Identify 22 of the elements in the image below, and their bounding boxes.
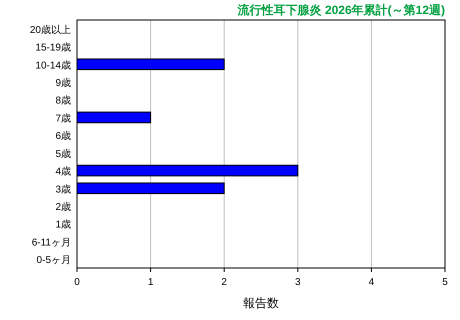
- y-tick-label: 1歳: [55, 218, 71, 231]
- x-tick-label: 2: [221, 277, 228, 288]
- y-tick-label: 5歳: [55, 148, 71, 160]
- chart-title: 流行性耳下腺炎 2026年累計(～第12週): [236, 3, 445, 17]
- y-tick-label: 7歳: [55, 112, 71, 124]
- y-tick-label: 2歳: [55, 201, 71, 213]
- x-tick-label: 1: [148, 277, 154, 288]
- x-tick-label: 0: [74, 277, 80, 288]
- y-tick-label: 20歳以上: [30, 24, 71, 36]
- x-tick-label: 4: [368, 277, 375, 288]
- y-tick-label: 9歳: [55, 77, 71, 89]
- x-tick-label: 3: [295, 277, 302, 288]
- x-axis-title: 報告数: [243, 296, 279, 310]
- y-tick-label: 8歳: [55, 94, 71, 107]
- x-tick-label: 5: [442, 277, 448, 288]
- y-tick-label: 4歳: [55, 166, 71, 178]
- y-tick-label: 15-19歳: [35, 42, 71, 54]
- y-tick-label: 10-14歳: [35, 59, 71, 72]
- y-tick-label: 6歳: [55, 130, 71, 142]
- y-tick-label: 0-5ヶ月: [36, 255, 71, 266]
- y-tick-label: 3歳: [55, 183, 71, 196]
- y-tick-label: 6-11ヶ月: [32, 237, 71, 248]
